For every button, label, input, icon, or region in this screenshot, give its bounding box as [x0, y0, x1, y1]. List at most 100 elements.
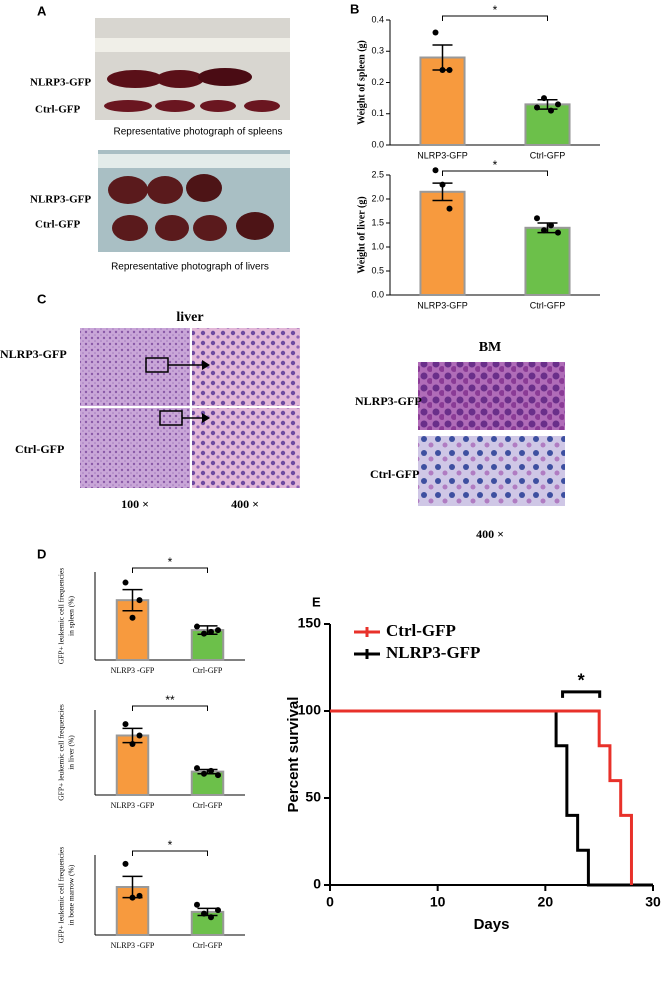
data-point [122, 860, 129, 867]
data-point [541, 227, 547, 234]
y-axis-label: Weight of spleen (g) [356, 40, 367, 125]
data-point [129, 894, 136, 901]
panel-label: B [350, 1, 359, 16]
annotation: * [168, 838, 173, 852]
caption: Representative photograph of livers [111, 262, 269, 273]
annotation: ** [165, 693, 175, 707]
data-point [432, 167, 439, 174]
data-point [548, 107, 554, 114]
data-point [122, 721, 129, 728]
y-tick-label: 0.0 [371, 139, 384, 149]
x-tick-label: Ctrl-GFP [530, 300, 566, 310]
annotation: * [578, 671, 585, 691]
row-label: NLRP3-GFP [0, 347, 67, 361]
caption: Representative photograph of spleens [113, 127, 282, 138]
y-tick-label: 50 [305, 789, 321, 805]
data-point [208, 767, 214, 774]
data-point [122, 579, 129, 586]
data-point [215, 907, 221, 914]
y-tick-label: 0.5 [371, 265, 384, 275]
error-bar [537, 222, 558, 234]
data-point [534, 104, 540, 111]
data-point [548, 222, 554, 229]
y-tick-label: 2.5 [371, 169, 384, 179]
data-point [439, 181, 446, 188]
y-tick-label: 1.5 [371, 217, 384, 227]
y-tick-label: 0.3 [371, 46, 384, 56]
y-axis-label: GFP+ leukemic cell frequencies [57, 568, 66, 665]
panel-label: A [37, 3, 47, 18]
y-tick-label: 0 [313, 876, 321, 892]
error-bar [122, 588, 143, 612]
error-bar [197, 907, 218, 917]
data-point [555, 229, 561, 236]
y-axis-label: in bone marrow (%) [67, 864, 76, 925]
y-axis-label: GFP+ leukemic cell frequencies [57, 847, 66, 944]
data-point [129, 741, 136, 747]
y-tick-label: 1.0 [371, 241, 384, 251]
legend-label: NLRP3-GFP [386, 643, 480, 662]
panel-label: E [312, 594, 321, 609]
data-point [129, 614, 136, 621]
error-bar [197, 625, 218, 636]
significance-bracket [132, 705, 208, 711]
row-label: NLRP3-GFP [30, 77, 91, 89]
x-tick-label: Ctrl-GFP [193, 666, 223, 675]
survival-line [330, 709, 653, 887]
y-tick-label: 0.1 [371, 108, 384, 118]
y-tick-label: 150 [298, 615, 322, 631]
data-point [215, 627, 221, 634]
x-tick-label: 0 [326, 894, 334, 910]
data-point [208, 628, 214, 635]
data-point [215, 772, 221, 779]
y-axis-label: in liver (%) [67, 735, 76, 770]
error-bar [537, 98, 558, 110]
panel-label: C [37, 291, 47, 306]
title: liver [176, 310, 203, 325]
data-point [136, 597, 143, 604]
data-point [194, 623, 200, 630]
liver-photo [98, 150, 290, 252]
survival-line [330, 709, 633, 885]
row-label: NLRP3-GFP [30, 194, 91, 206]
data-point [446, 205, 453, 212]
y-axis-label: Percent survival [285, 697, 302, 813]
y-tick-label: 0.2 [371, 77, 384, 87]
title: BM [479, 340, 502, 355]
bm-histology [418, 362, 565, 506]
x-tick-label: Ctrl-GFP [530, 150, 566, 160]
significance-bracket [442, 15, 548, 21]
x-tick-label: 30 [645, 894, 661, 910]
row-label: Ctrl-GFP [35, 104, 80, 116]
liver-histology [80, 328, 300, 488]
spleen-photo [95, 18, 290, 120]
data-point [201, 770, 207, 777]
x-tick-label: NLRP3 -GFP [111, 801, 155, 810]
significance-bracket [132, 850, 208, 856]
row-label: NLRP3-GFP [355, 394, 422, 408]
row-label: Ctrl-GFP [370, 467, 419, 481]
bar [524, 226, 571, 296]
legend-label: Ctrl-GFP [386, 621, 456, 640]
row-label: Ctrl-GFP [15, 442, 64, 456]
annotation: * [493, 158, 498, 172]
magnification: 400 × [476, 527, 504, 541]
row-label: Ctrl-GFP [35, 219, 80, 231]
x-tick-label: NLRP3-GFP [417, 300, 468, 310]
y-axis-label: in spleen (%) [67, 596, 76, 636]
x-tick-label: NLRP3-GFP [417, 150, 468, 160]
x-tick-label: 20 [538, 894, 554, 910]
data-point [201, 630, 207, 637]
annotation: * [493, 3, 498, 17]
x-tick-label: NLRP3 -GFP [111, 941, 155, 950]
data-point [201, 910, 207, 917]
data-point [541, 95, 547, 102]
annotation: * [168, 555, 173, 569]
data-point [534, 215, 540, 222]
error-bar [197, 768, 218, 775]
data-point [555, 101, 561, 108]
data-point [432, 29, 439, 36]
y-tick-label: 100 [298, 702, 322, 718]
data-point [194, 765, 200, 772]
